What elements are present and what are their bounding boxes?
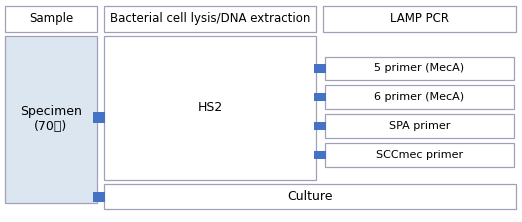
Bar (314, 151, 326, 159)
Bar (104, 6, 316, 32)
Bar (325, 85, 514, 109)
Text: SPA primer: SPA primer (389, 121, 450, 131)
Bar (93, 112, 105, 123)
Text: 5 primer (MecA): 5 primer (MecA) (374, 63, 465, 73)
Bar (104, 36, 316, 180)
Bar (323, 6, 516, 32)
Text: Specimen
(70건): Specimen (70건) (20, 105, 82, 133)
Bar (314, 93, 326, 101)
Text: LAMP PCR: LAMP PCR (389, 12, 449, 25)
Bar (314, 64, 326, 73)
Text: HS2: HS2 (197, 101, 223, 114)
Text: Sample: Sample (29, 12, 73, 25)
Bar (325, 114, 514, 138)
Text: Culture: Culture (287, 190, 333, 203)
Text: 6 primer (MecA): 6 primer (MecA) (374, 92, 465, 102)
Bar (104, 184, 516, 209)
Text: Bacterial cell lysis/DNA extraction: Bacterial cell lysis/DNA extraction (110, 12, 310, 25)
Bar (325, 143, 514, 166)
Bar (325, 57, 514, 80)
Bar (93, 192, 105, 202)
Bar (5, 6, 97, 32)
Bar (5, 36, 97, 203)
Text: SCCmec primer: SCCmec primer (376, 150, 463, 160)
Bar (314, 122, 326, 130)
